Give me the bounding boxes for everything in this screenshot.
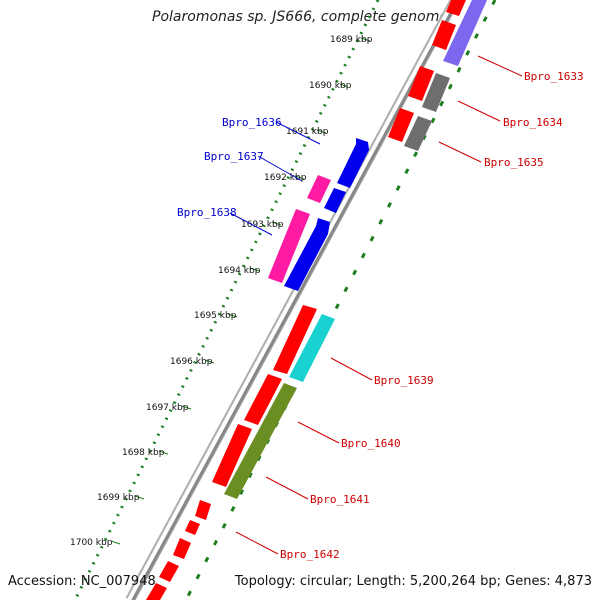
kbp-mark-1696: 1696 kbp: [170, 357, 215, 367]
gene-arrow-1636[interactable]: [337, 138, 369, 188]
kbp-mark-1700: 1700 kbp: [70, 538, 121, 548]
gene-label-bpro-1639[interactable]: Bpro_1639: [374, 374, 434, 387]
gene-arrow-1640-olive[interactable]: [224, 383, 297, 499]
gene-arrow-red-mid[interactable]: [273, 305, 317, 374]
kbp-label-1694: 1694 kbp: [218, 266, 261, 276]
gene-label-bpro-1635[interactable]: Bpro_1635: [484, 156, 544, 169]
gene-arrow-gray-a[interactable]: [422, 73, 450, 112]
gene-label-bpro-1636[interactable]: Bpro_1636: [222, 116, 282, 129]
gene-label-bpro-1638[interactable]: Bpro_1638: [177, 206, 237, 219]
gene-arrow-top-2[interactable]: [432, 20, 456, 50]
gene-arrow-red-a[interactable]: [408, 66, 434, 101]
gene-arrow-1633-lavender[interactable]: [443, 0, 487, 66]
gene-arrow-red-b[interactable]: [388, 108, 414, 142]
gene-label-bpro-1633[interactable]: Bpro_1633: [524, 70, 584, 83]
kbp-label-1690: 1690 kbp: [309, 81, 352, 91]
gene-arrow-1638-magenta[interactable]: [268, 209, 310, 283]
kbp-mark-1698: 1698 kbp: [122, 448, 169, 458]
kbp-mark-1691: 1691 kbp: [286, 127, 329, 137]
kbp-label-1692: 1692 kbp: [264, 173, 307, 183]
kbp-label-1691: 1691 kbp: [286, 127, 329, 137]
kbp-mark-1699: 1699 kbp: [97, 493, 145, 503]
kbp-label-1698: 1698 kbp: [122, 448, 165, 458]
kbp-label-1699: 1699 kbp: [97, 493, 140, 503]
map-title: Polaromonas sp. JS666, complete genome: [152, 9, 448, 25]
gene-features: [146, 0, 487, 600]
kbp-label-1696: 1696 kbp: [170, 357, 213, 367]
kbp-mark-1693: 1693 kbp: [241, 220, 284, 230]
gene-label-bpro-1637[interactable]: Bpro_1637: [204, 150, 264, 163]
gene-arrow-1637-blue[interactable]: [324, 188, 346, 213]
gene-arrow-1638-blue[interactable]: [284, 218, 330, 291]
gene-arrow-red-small-3[interactable]: [173, 538, 191, 559]
gene-arrow-1637-magenta[interactable]: [307, 175, 331, 203]
kbp-label-1693: 1693 kbp: [241, 220, 284, 230]
genome-backbone: [125, 0, 460, 600]
kbp-label-1697: 1697 kbp: [146, 403, 189, 413]
gene-arrow-red-1641[interactable]: [212, 424, 252, 487]
gene-label-bpro-1642[interactable]: Bpro_1642: [280, 548, 340, 561]
kbp-scale: 1689 kbp 1690 kbp 1691 kbp 1692 kbp 1693…: [70, 35, 373, 548]
gene-labels: Bpro_1633 Bpro_1634 Bpro_1635 Bpro_1636 …: [177, 70, 584, 561]
gene-arrow-red-small-5[interactable]: [146, 583, 167, 600]
topology-text: Topology: circular; Length: 5,200,264 bp…: [234, 574, 592, 589]
kbp-mark-1694: 1694 kbp: [218, 266, 261, 276]
gene-label-bpro-1641[interactable]: Bpro_1641: [310, 493, 370, 506]
gene-arrow-red-small-2[interactable]: [185, 520, 200, 535]
gene-arrow-red-lower[interactable]: [244, 374, 282, 425]
kbp-mark-1689: 1689 kbp: [330, 35, 373, 45]
gene-label-bpro-1640[interactable]: Bpro_1640: [341, 437, 401, 450]
accession-text: Accession: NC_007948: [8, 574, 156, 589]
gene-arrow-1639-cyan[interactable]: [289, 314, 335, 382]
gene-arrow-gray-b[interactable]: [404, 116, 432, 151]
kbp-label-1695: 1695 kbp: [194, 311, 237, 321]
gene-arrow-red-small-4[interactable]: [159, 561, 179, 582]
kbp-mark-1695: 1695 kbp: [194, 311, 238, 321]
label-connectors: [229, 55, 523, 555]
kbp-mark-1692: 1692 kbp: [264, 173, 307, 183]
gene-label-bpro-1634[interactable]: Bpro_1634: [503, 116, 563, 129]
gene-arrow-top-1[interactable]: [446, 0, 466, 16]
kbp-mark-1690: 1690 kbp: [309, 81, 352, 91]
kbp-label-1689: 1689 kbp: [330, 35, 373, 45]
kbp-mark-1697: 1697 kbp: [146, 403, 192, 413]
kbp-label-1700: 1700 kbp: [70, 538, 113, 548]
gene-arrow-red-small-1[interactable]: [195, 500, 211, 520]
